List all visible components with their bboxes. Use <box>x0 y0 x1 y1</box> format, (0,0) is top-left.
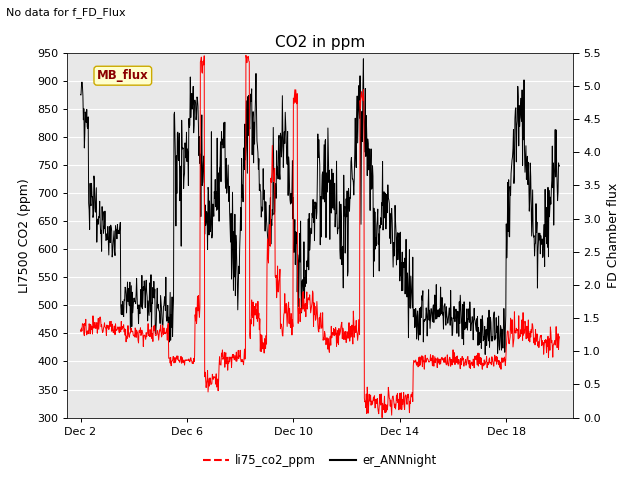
Title: CO2 in ppm: CO2 in ppm <box>275 35 365 50</box>
Text: MB_flux: MB_flux <box>97 69 148 82</box>
Y-axis label: FD Chamber flux: FD Chamber flux <box>607 182 620 288</box>
Legend: li75_co2_ppm, er_ANNnight: li75_co2_ppm, er_ANNnight <box>199 449 441 472</box>
Text: No data for f_FD_Flux: No data for f_FD_Flux <box>6 7 126 18</box>
Y-axis label: LI7500 CO2 (ppm): LI7500 CO2 (ppm) <box>19 178 31 293</box>
